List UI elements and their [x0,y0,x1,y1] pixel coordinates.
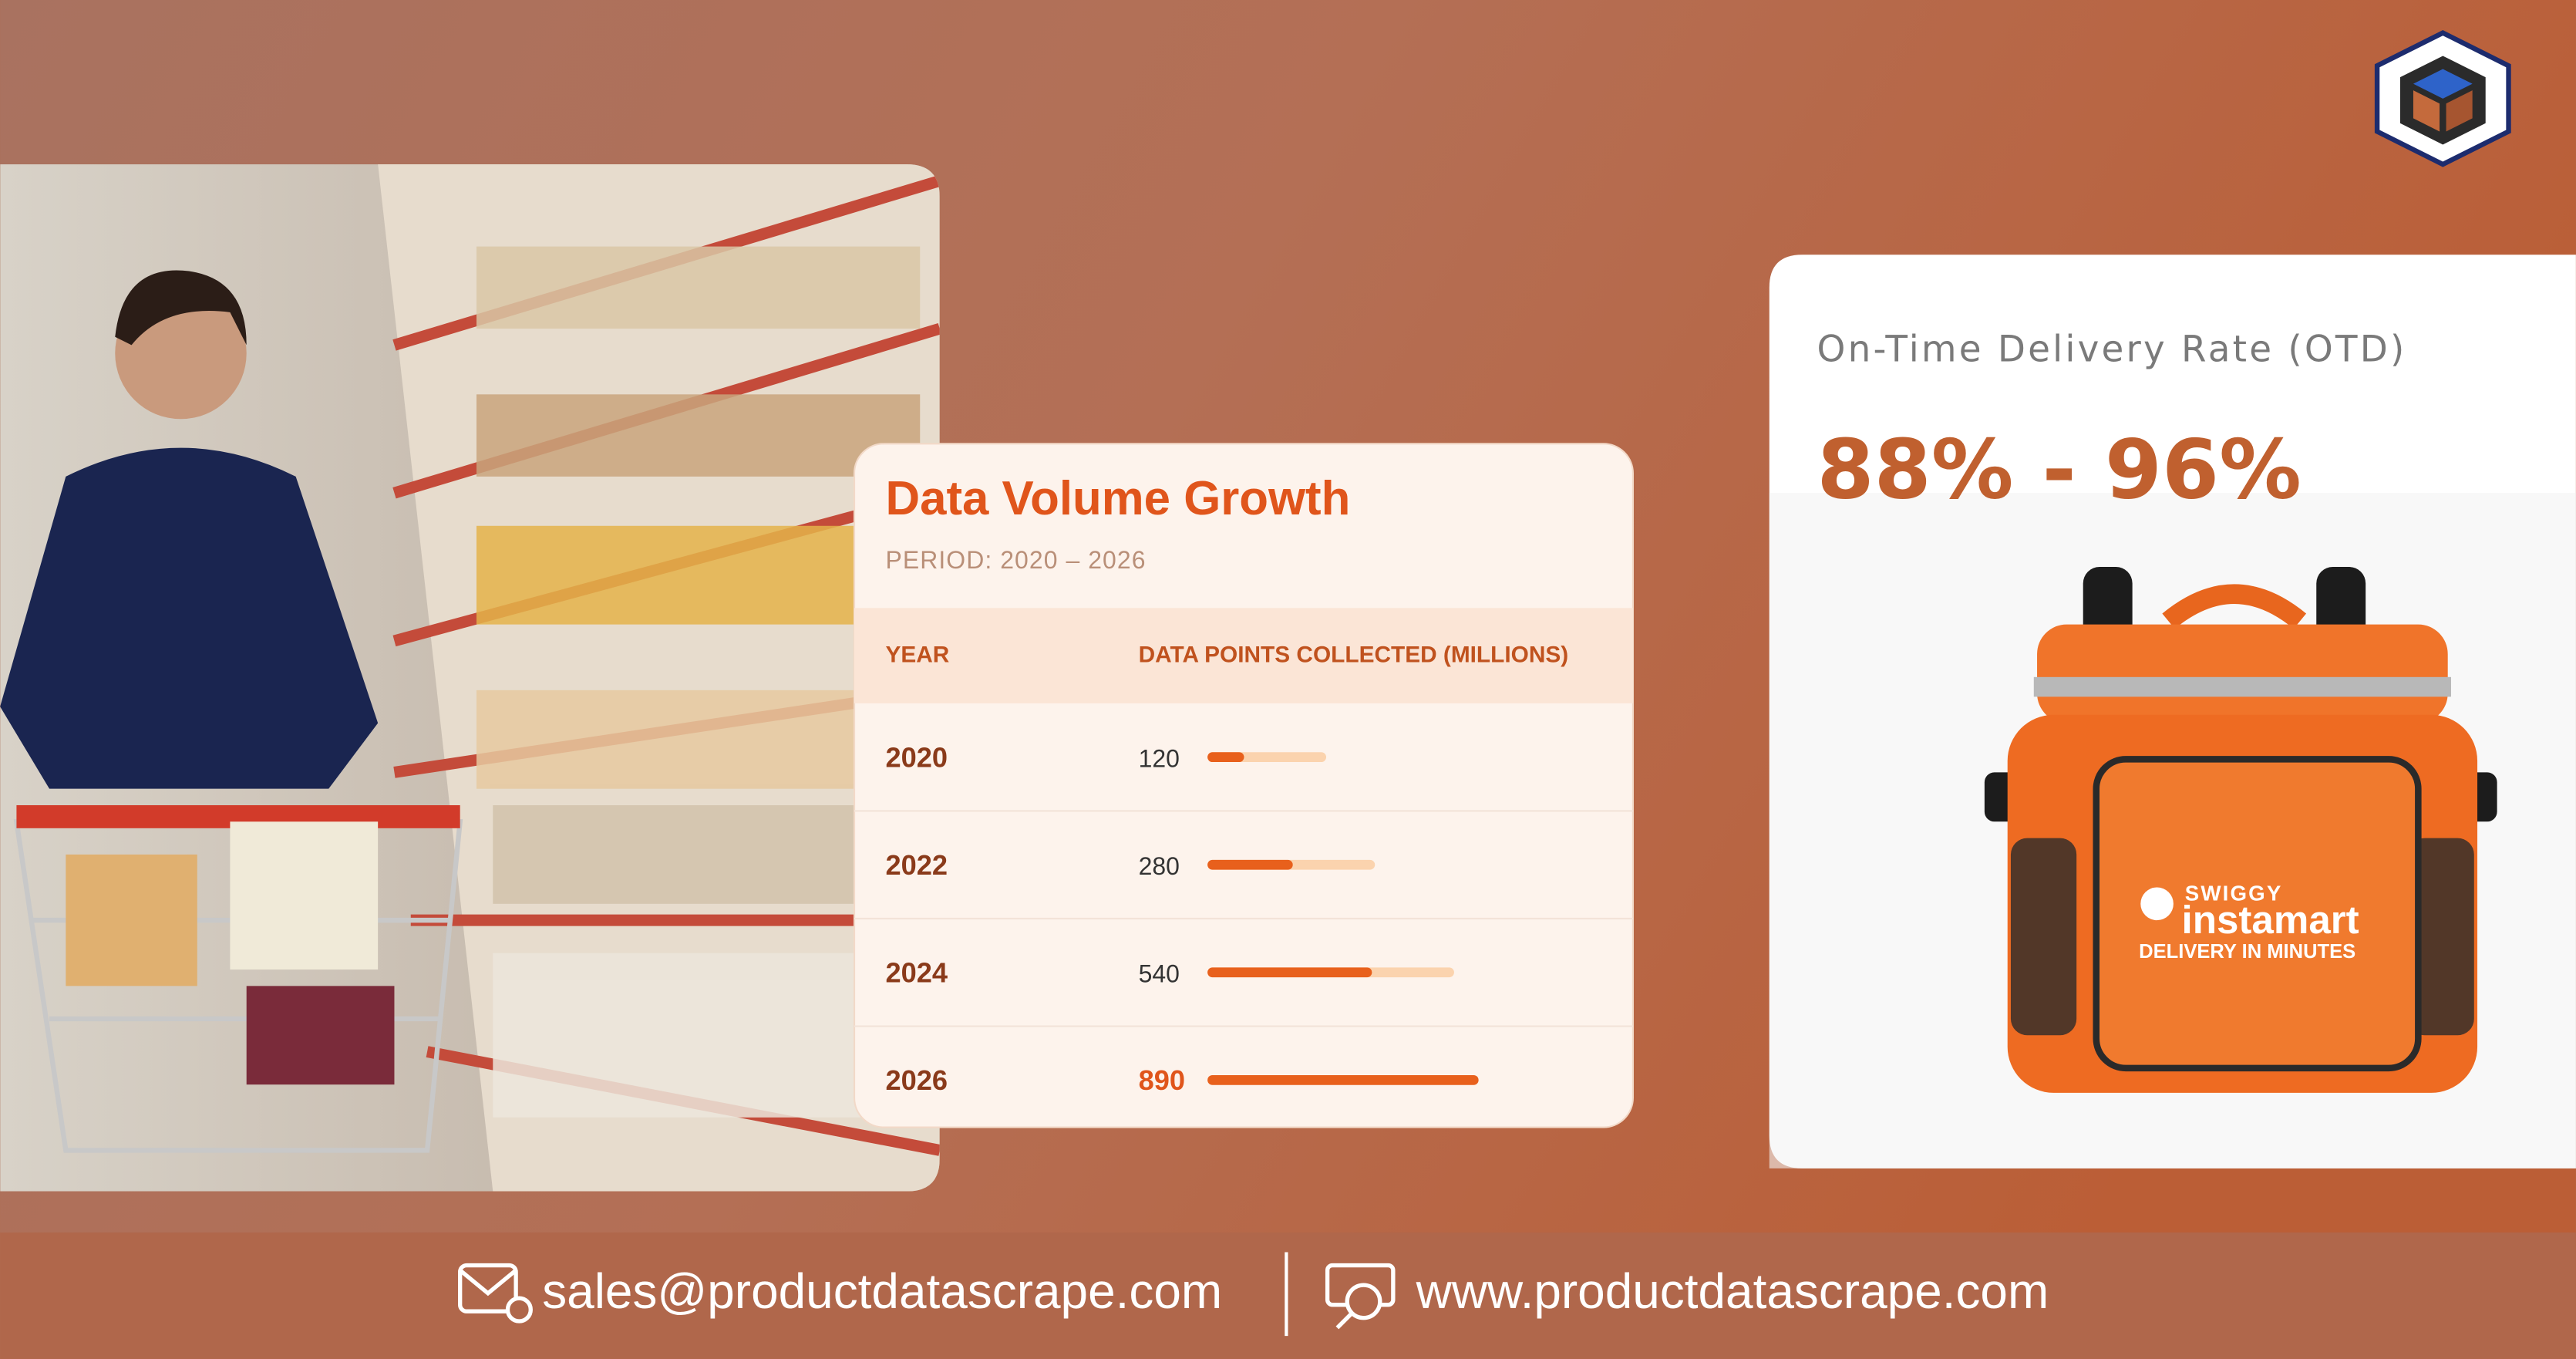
otd-label: On-Time Delivery Rate (OTD) [1817,329,2407,371]
footer-email[interactable]: sales@productdatascrape.com [542,1263,1222,1319]
row-year: 2026 [886,1064,948,1096]
mail-icon [458,1263,533,1324]
store-photo [0,164,940,1192]
bar [1207,1074,1479,1085]
row-value: 280 [1139,852,1180,880]
row-value: 540 [1139,960,1180,988]
column-header: DATA POINTS COLLECTED (MILLIONS) [1139,642,1569,668]
logo [2374,30,2511,167]
backpack [1984,567,2497,1093]
row-year: 2020 [886,741,948,773]
table-rows: 2020 120 2022 280 2024 540 2026 890 [854,741,1633,1096]
column-header: YEAR [886,642,950,668]
row-year: 2022 [886,849,948,881]
bar [1207,967,1372,978]
bar [1207,752,1244,763]
footer-website[interactable]: www.productdatascrape.com [1416,1263,2049,1319]
row-value: 120 [1139,744,1180,772]
row-value: 890 [1139,1064,1185,1096]
otd-value: 88% - 96% [1817,423,2302,518]
bag-tagline: DELIVERY IN MINUTES [2139,941,2355,963]
bag-brand: SWIGGY [2185,882,2283,905]
card-title: Data Volume Growth [886,472,1351,525]
table-header [854,608,1633,703]
bag-product: instamart [2182,898,2359,942]
bar [1207,859,1293,870]
row-year: 2024 [886,957,948,989]
web-icon [1325,1263,1396,1330]
card-subtitle: PERIOD: 2020 – 2026 [886,546,1147,574]
